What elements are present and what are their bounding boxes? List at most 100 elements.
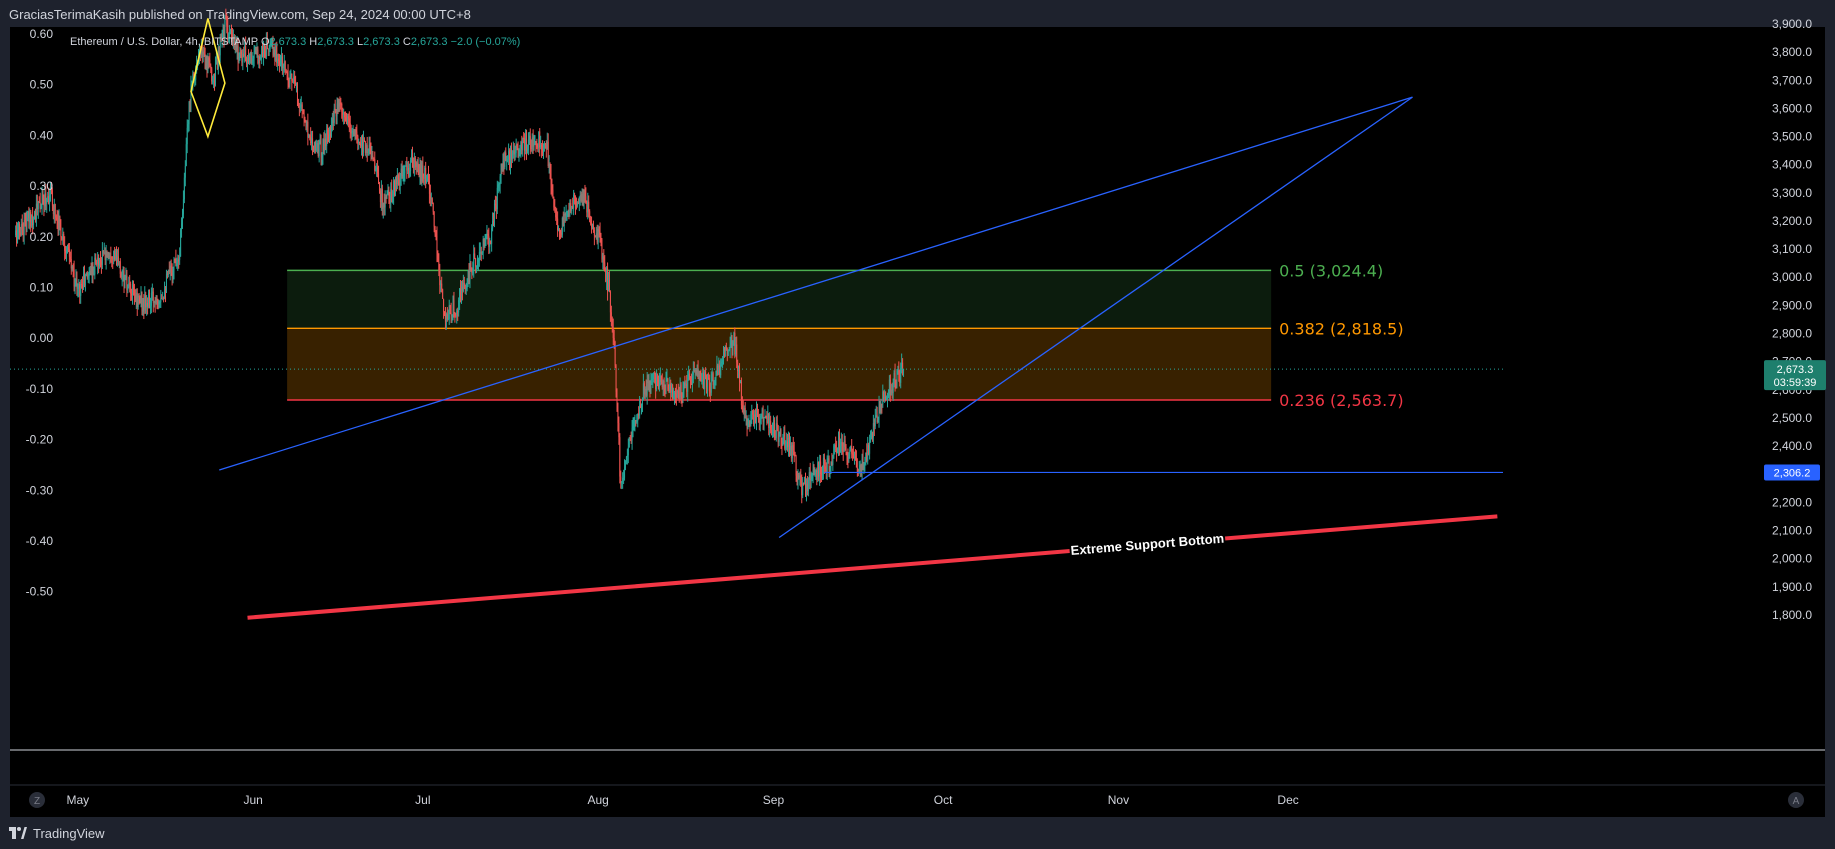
trendline-upper[interactable] (219, 96, 1413, 471)
candle-body (892, 384, 894, 394)
candle (882, 384, 884, 408)
candle-body (412, 165, 414, 168)
candle (713, 380, 715, 389)
candle (652, 372, 654, 389)
candle (427, 165, 429, 185)
symbol-legend: Ethereum / U.S. Dollar, 4h, BITSTAMP O2,… (70, 36, 520, 48)
diamond-pattern[interactable] (190, 18, 226, 139)
candle (550, 163, 552, 195)
candle-body (408, 167, 410, 177)
candle (831, 453, 833, 466)
extreme-support-line[interactable] (247, 514, 1498, 620)
candle (420, 159, 422, 185)
candle (685, 380, 687, 389)
candle-body (335, 109, 337, 117)
candle (185, 137, 187, 167)
candle (447, 309, 449, 321)
candle (615, 364, 617, 398)
candle-body (470, 262, 472, 268)
candle (630, 431, 632, 444)
candle (562, 211, 564, 227)
candle (67, 243, 69, 253)
candle (804, 476, 806, 485)
candle (887, 392, 889, 408)
candle (291, 73, 293, 91)
candle (605, 267, 607, 283)
candle (888, 375, 890, 401)
candle-body (816, 470, 818, 480)
candle (522, 137, 524, 157)
chart-area[interactable] (10, 27, 1825, 817)
tradingview-logo[interactable]: TradingView (9, 823, 105, 843)
candle-body (345, 117, 347, 122)
left-axis-label: 0.40 (30, 128, 54, 142)
candle-body (684, 382, 686, 386)
candle-body (184, 165, 186, 178)
candle-body (577, 202, 579, 204)
candle-body (99, 260, 101, 262)
candle (650, 372, 652, 394)
candle (529, 128, 531, 155)
candle-body (62, 234, 64, 240)
candle (78, 279, 80, 298)
auto-scale-button[interactable]: A (1788, 792, 1804, 808)
timezone-button-bg[interactable] (29, 792, 45, 808)
candle (323, 132, 325, 155)
candle-body (559, 228, 561, 231)
candle (533, 134, 535, 151)
candle-body (835, 445, 837, 448)
candle (82, 276, 84, 293)
candle-body (409, 171, 411, 177)
candle (797, 469, 799, 490)
candle (283, 54, 285, 73)
candle (445, 312, 447, 330)
candle-body (685, 383, 687, 386)
candle-body (52, 205, 54, 215)
candle-body (413, 157, 415, 168)
candle-body (854, 456, 856, 458)
candle-body (67, 246, 69, 250)
candle (214, 56, 216, 87)
candle (406, 156, 408, 179)
candle-body (616, 391, 618, 411)
candle-body (134, 295, 136, 301)
candle-body (170, 265, 172, 273)
candle-body (809, 472, 811, 481)
candle (631, 419, 633, 450)
timezone-button[interactable]: Z (29, 792, 45, 808)
candle (539, 128, 541, 157)
auto-scale-button-bg[interactable] (1788, 792, 1804, 808)
candle (399, 173, 401, 195)
candle (792, 436, 794, 456)
candle-body (360, 143, 362, 147)
candle (883, 390, 885, 402)
candle (570, 199, 572, 214)
candle (874, 408, 876, 430)
candle (443, 298, 445, 319)
candle (891, 382, 893, 399)
candle-body (531, 137, 533, 150)
candle (701, 372, 703, 385)
candle-body (686, 383, 688, 392)
candle (477, 255, 479, 270)
candle (601, 237, 603, 263)
candle-body (448, 305, 450, 320)
candle-body (766, 416, 768, 423)
candle (554, 199, 556, 213)
candle (261, 45, 263, 65)
trendline-lower[interactable] (778, 96, 1413, 539)
candle (43, 194, 45, 217)
candle (48, 187, 50, 205)
candle (425, 161, 427, 189)
candle (903, 368, 905, 377)
candle-body (301, 104, 303, 110)
candle-body (886, 398, 888, 400)
candle-body (37, 201, 39, 210)
candle (397, 173, 399, 186)
candle-body (599, 231, 601, 235)
candle-body (117, 256, 119, 262)
candle-body (47, 196, 49, 199)
candle-body (23, 220, 25, 236)
candle-body (236, 45, 238, 51)
